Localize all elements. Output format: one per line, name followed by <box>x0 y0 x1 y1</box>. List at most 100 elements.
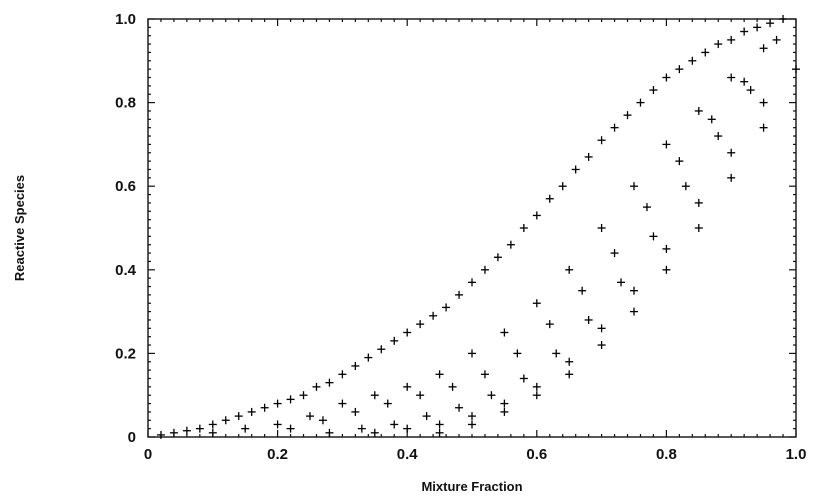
data-point <box>306 412 314 421</box>
axis-ticks <box>147 18 797 438</box>
y-tick-label: 0.6 <box>115 178 136 195</box>
data-point <box>532 382 541 391</box>
data-point <box>286 424 295 433</box>
data-point <box>156 430 165 439</box>
data-point <box>208 428 217 437</box>
data-point <box>545 194 554 203</box>
data-point <box>707 115 716 124</box>
data-point <box>779 15 788 23</box>
data-point <box>584 152 593 161</box>
data-point <box>442 303 451 312</box>
data-point <box>565 357 574 366</box>
data-point <box>500 407 509 416</box>
data-point <box>273 399 282 408</box>
y-tick-label: 0.8 <box>115 95 136 112</box>
data-point <box>753 23 762 32</box>
data-point <box>403 382 412 391</box>
data-point <box>740 77 749 86</box>
data-point <box>610 123 619 132</box>
data-point <box>545 320 554 329</box>
data-point <box>662 265 671 274</box>
data-point <box>493 253 502 262</box>
data-point <box>565 265 574 274</box>
data-point <box>565 370 574 379</box>
x-tick-label: 0 <box>144 446 152 463</box>
data-point <box>208 420 217 429</box>
data-point <box>448 382 457 391</box>
y-tick-label: 1.0 <box>115 11 136 28</box>
data-point <box>455 290 464 299</box>
x-tick-label: 1.0 <box>786 446 807 463</box>
data-point <box>241 424 250 433</box>
data-point <box>377 345 386 354</box>
data-point <box>766 19 775 28</box>
data-point <box>571 165 580 174</box>
data-point <box>597 136 606 145</box>
data-point <box>455 403 464 412</box>
data-point <box>649 232 658 241</box>
data-point <box>435 428 444 437</box>
data-point <box>422 412 431 421</box>
data-point <box>403 424 412 433</box>
data-point <box>351 361 360 370</box>
data-point <box>357 424 366 433</box>
data-point <box>318 416 327 425</box>
data-point <box>792 65 800 74</box>
data-point <box>519 374 528 383</box>
y-axis-label: Reactive Species <box>12 175 27 281</box>
data-point <box>221 416 230 425</box>
data-point <box>513 349 522 358</box>
data-point <box>558 182 567 191</box>
data-point <box>772 35 781 44</box>
data-point <box>714 132 723 141</box>
data-point <box>370 391 379 400</box>
data-point <box>500 399 509 408</box>
data-point <box>597 324 606 333</box>
data-point <box>759 98 768 107</box>
data-point <box>675 157 684 166</box>
x-tick-label: 0.6 <box>526 446 547 463</box>
data-point <box>701 48 710 57</box>
x-tick-label: 0.2 <box>267 446 288 463</box>
data-point <box>630 307 638 316</box>
data-point <box>630 182 638 191</box>
data-point <box>642 203 651 212</box>
data-point <box>364 353 373 362</box>
data-point <box>338 399 347 408</box>
data-point <box>727 173 736 182</box>
data-point <box>578 286 587 295</box>
y-tick-label: 0 <box>128 429 136 446</box>
data-point <box>630 286 638 295</box>
data-point <box>532 391 541 400</box>
data-point <box>694 106 703 115</box>
data-point <box>662 244 671 253</box>
data-point <box>234 412 243 421</box>
data-point <box>487 391 496 400</box>
data-point <box>383 399 392 408</box>
data-point <box>532 211 541 220</box>
data-point <box>714 40 723 49</box>
data-point <box>480 370 489 379</box>
data-point <box>681 182 690 191</box>
data-point <box>727 35 736 44</box>
data-point <box>435 420 444 429</box>
data-point <box>416 320 425 329</box>
data-point <box>552 349 561 358</box>
data-point <box>617 278 626 287</box>
data-point <box>688 56 697 65</box>
data-point <box>727 148 736 157</box>
data-point <box>636 98 645 107</box>
data-point <box>694 198 703 207</box>
data-point <box>532 299 541 308</box>
data-point <box>649 86 658 95</box>
data-point <box>325 428 334 437</box>
data-point <box>299 391 308 400</box>
data-point <box>675 65 684 74</box>
data-point <box>195 424 204 433</box>
data-point <box>480 265 489 274</box>
data-point <box>325 378 334 387</box>
data-point <box>759 44 768 53</box>
y-tick-labels: 0 0.2 0.4 0.6 0.8 1.0 <box>115 11 137 446</box>
data-point <box>740 27 749 36</box>
